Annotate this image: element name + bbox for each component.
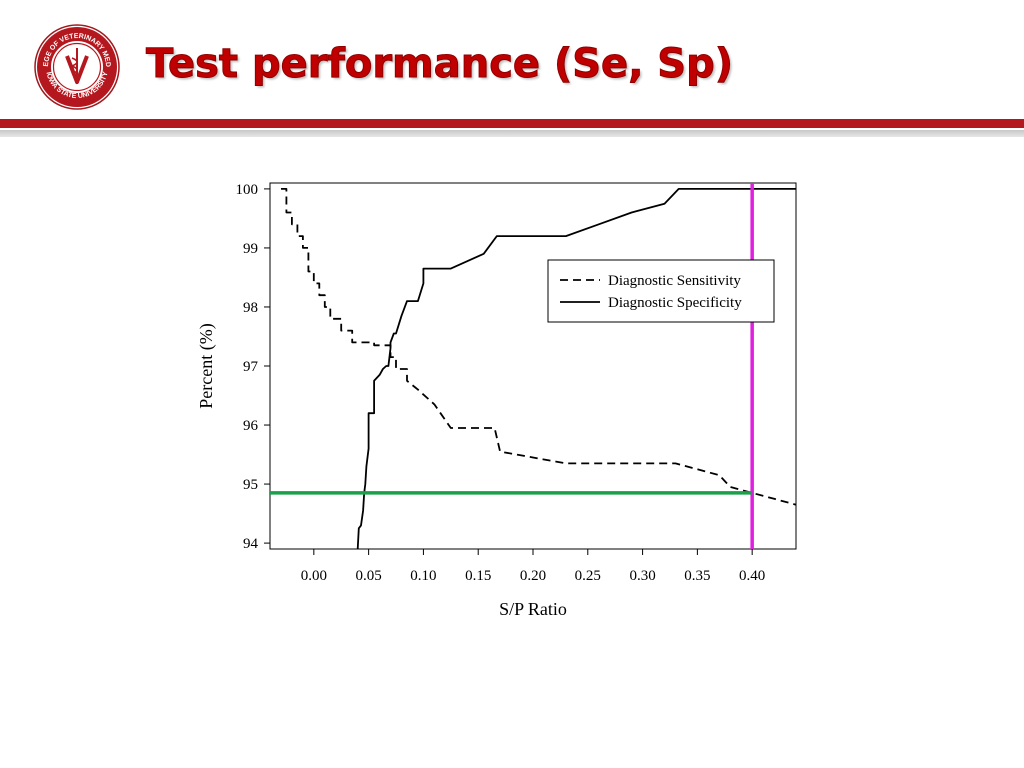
line-chart: 0.00 0.05 0.10 0.15 0.20 0.25 0.30 0.35 0.40 94 95… [180, 165, 820, 635]
series-line-diagnostic-specificity [356, 187, 796, 549]
legend-box [547, 259, 775, 323]
chart-legend: Diagnostic Sensitivity Diagnostic Specifi… [547, 259, 775, 323]
y-tick-label: 95 [243, 477, 258, 493]
chart-svg: 0.00 0.05 0.10 0.15 0.20 0.25 0.30 0.35 0.40 94 95… [196, 182, 797, 619]
x-tick-label: 0.05 [356, 568, 382, 584]
x-tick-label: 0.15 [465, 568, 491, 584]
legend-label: Diagnostic Sensitivity [608, 273, 741, 289]
x-axis-label: S/P Ratio [499, 599, 567, 619]
legend-label: Diagnostic Specificity [608, 295, 742, 311]
x-tick-label: 0.20 [520, 568, 546, 584]
seal-icon: COLLEGE OF VETERINARY MEDICINE IOWA STAT… [31, 19, 120, 110]
x-tick-label: 0.10 [410, 568, 436, 584]
y-axis-label: Percent (%) [196, 323, 217, 408]
x-tick-label: 0.25 [575, 568, 601, 584]
y-tick-label: 100 [236, 182, 259, 198]
header-rule-red [0, 119, 1024, 128]
series-line-diagnostic-sensitivity [281, 187, 796, 506]
slide-title: Test performance (Se, Sp) [145, 41, 734, 88]
y-tick-label: 99 [243, 241, 258, 257]
plot-area [281, 187, 796, 549]
y-tick-label: 96 [243, 418, 259, 434]
university-seal-logo: COLLEGE OF VETERINARY MEDICINE IOWA STAT… [31, 19, 120, 110]
x-tick-label: 0.30 [629, 568, 655, 584]
y-tick-label: 98 [243, 300, 258, 316]
x-tick-label: 0.35 [684, 568, 710, 584]
x-tick-label: 0.40 [739, 568, 765, 584]
y-tick-label: 94 [243, 536, 259, 552]
slide-header: COLLEGE OF VETERINARY MEDICINE IOWA STAT… [0, 0, 1024, 150]
header-rule-grey [0, 130, 1024, 137]
y-tick-label: 97 [243, 359, 259, 375]
x-tick-label: 0.00 [301, 568, 327, 584]
